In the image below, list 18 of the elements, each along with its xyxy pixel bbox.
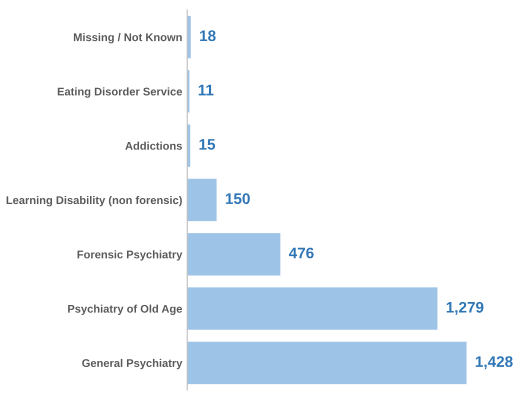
bar — [187, 178, 217, 222]
bar — [187, 287, 438, 330]
data-label: 15 — [199, 139, 216, 150]
data-label: 11 — [198, 84, 214, 96]
y-tick-label: Missing / Not Known — [74, 33, 182, 44]
y-tick-label: Psychiatry of Old Age — [68, 304, 182, 315]
y-tick-label: Forensic Psychiatry — [78, 250, 182, 261]
y-tick-label: Addictions — [125, 142, 182, 150]
data-label: 476 — [288, 248, 314, 258]
bar — [187, 342, 467, 384]
data-label: 1,428 — [476, 356, 513, 370]
y-tick-label: Eating Disorder Service — [58, 87, 182, 98]
bar — [187, 233, 280, 276]
y-tick-label: Learning Disability (non forensic) — [6, 196, 182, 206]
data-label: 18 — [200, 30, 216, 42]
data-label: 1,279 — [446, 302, 484, 315]
y-tick-label: General Psychiatry — [82, 358, 182, 370]
data-label: 150 — [226, 193, 250, 204]
